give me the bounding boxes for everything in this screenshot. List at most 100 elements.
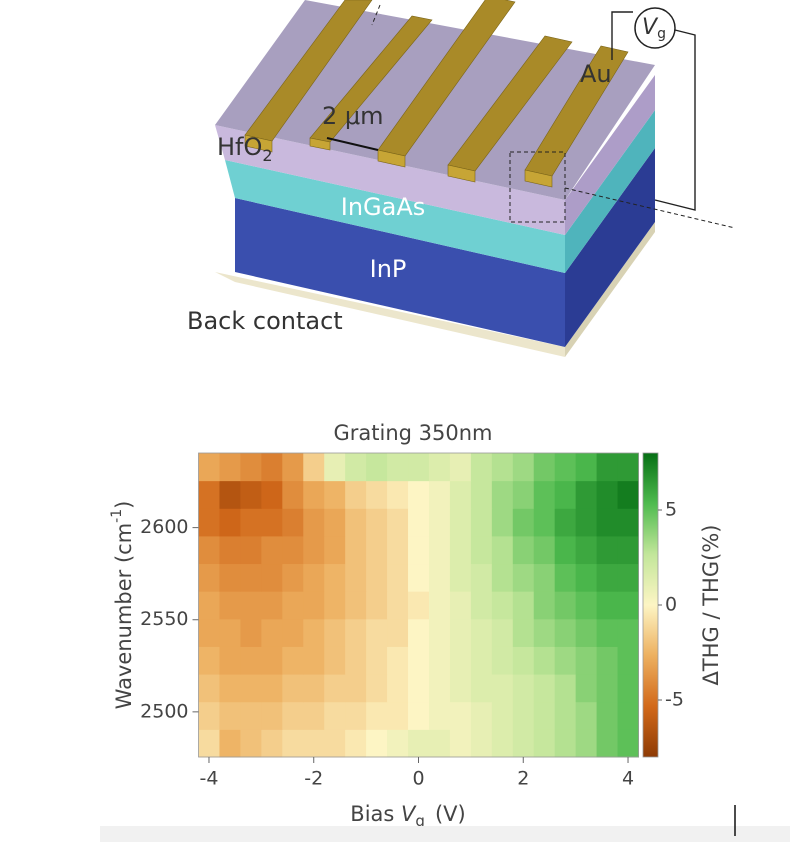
heatmap-cell	[219, 453, 241, 482]
heatmap-cell	[575, 674, 598, 703]
heatmap-cell	[240, 729, 262, 758]
heatmap-cell	[617, 591, 639, 620]
heatmap-cell	[470, 701, 493, 730]
x-label-sub: g	[415, 812, 425, 830]
heatmap-cell	[512, 701, 535, 730]
heatmap-cell	[345, 563, 367, 592]
heatmap-cell	[219, 535, 241, 565]
hfo2-side	[565, 75, 655, 235]
heatmap-cell	[198, 701, 220, 730]
heatmap-cell	[366, 646, 388, 675]
heatmap-cell	[512, 729, 535, 758]
heatmap-cell	[554, 508, 577, 537]
heatmap-cell	[282, 618, 304, 647]
heatmap-cell	[533, 674, 556, 703]
heatmap-cell	[240, 563, 262, 592]
heatmap-cell	[387, 480, 409, 509]
heatmap-cell	[387, 674, 409, 703]
heatmap-cell	[366, 563, 388, 592]
heatmap-cell	[219, 563, 241, 592]
heatmap-cell	[554, 453, 577, 482]
heatmap-cell	[219, 480, 241, 509]
x-tick-label: -2	[304, 768, 323, 790]
heatmap-cell	[303, 646, 325, 675]
colorbar-label: ΔTHG / THG(%)	[699, 525, 723, 686]
heatmap-cell	[366, 701, 388, 730]
heatmap-cell	[596, 453, 619, 482]
heatmap-cell	[387, 508, 409, 537]
au-label: Au	[580, 60, 612, 88]
heatmap-cell	[408, 646, 430, 675]
heatmap-cell	[554, 618, 577, 647]
heatmap-cell	[408, 729, 430, 758]
device-diagram: Vg Au HfO2 2 μm InGaAs InP Back contact	[187, 0, 736, 357]
x-tick-label: 2	[517, 768, 529, 790]
heatmap-cell	[428, 563, 451, 592]
heatmap-cell	[387, 646, 409, 675]
heatmap-cell	[282, 591, 304, 620]
heatmap-cell	[449, 674, 472, 703]
heatmap-cell	[261, 453, 283, 482]
footer-band	[100, 826, 790, 842]
heatmap-cell	[303, 535, 325, 565]
heatmap-cell	[575, 480, 598, 509]
colorbar-tick-label: -5	[665, 689, 684, 711]
vg-sub: g	[657, 26, 666, 42]
heatmap-cell	[449, 729, 472, 758]
heatmap-cell	[491, 646, 514, 675]
hfo2-front	[215, 125, 565, 235]
heatmap-cell	[324, 591, 346, 620]
heatmap-cell	[617, 701, 639, 730]
scale-arrow	[326, 137, 379, 151]
heatmap-cell	[282, 701, 304, 730]
heatmap-cell	[533, 453, 556, 482]
heatmap-cell	[219, 591, 241, 620]
heatmap-cell	[282, 508, 304, 537]
heatmap-cell	[428, 674, 451, 703]
heatmap-cell	[575, 591, 598, 620]
heatmap-cell	[554, 591, 577, 620]
heatmap-cell	[303, 508, 325, 537]
heatmap-cell	[596, 674, 619, 703]
heatmap-cell	[387, 563, 409, 592]
heatmap-cell	[198, 453, 220, 482]
heatmap-cell	[596, 618, 619, 647]
heatmap-cell	[261, 674, 283, 703]
heatmap-cell	[219, 646, 241, 675]
heatmap-cell	[533, 701, 556, 730]
heatmap-cell	[366, 729, 388, 758]
heatmap-cell	[303, 480, 325, 509]
heatmap-cell	[261, 563, 283, 592]
heatmap-cell	[387, 701, 409, 730]
heatmap-cell	[345, 535, 367, 565]
heatmap-cell	[198, 535, 220, 565]
heatmap-cell	[198, 591, 220, 620]
heatmap-cell	[575, 508, 598, 537]
heatmap-cell	[240, 535, 262, 565]
heatmap-cell	[345, 453, 367, 482]
x-axis-label: Bias Vg (V)	[350, 802, 465, 830]
heatmap-cell	[617, 618, 639, 647]
heatmap-cell	[449, 646, 472, 675]
heatmap-cell	[428, 646, 451, 675]
heatmap-cell	[491, 674, 514, 703]
heatmap-cell	[596, 508, 619, 537]
scale-label: 2 μm	[322, 102, 384, 130]
heatmap-cell	[428, 508, 451, 537]
heatmap-cell	[366, 618, 388, 647]
heatmap-cell	[596, 701, 619, 730]
hfo2-text: HfO	[217, 133, 262, 161]
back-contact-label: Back contact	[187, 307, 343, 335]
heatmap-cell	[470, 480, 493, 509]
heatmap-cell	[491, 563, 514, 592]
heatmap-cell	[617, 453, 639, 482]
heatmap-cell	[575, 701, 598, 730]
heatmap-cell	[345, 701, 367, 730]
heatmap-cell	[261, 508, 283, 537]
heatmap-cell	[512, 591, 535, 620]
heatmap-cell	[491, 480, 514, 509]
heatmap-cell	[512, 646, 535, 675]
heatmap-cell	[198, 508, 220, 537]
heatmap-cell	[282, 453, 304, 482]
